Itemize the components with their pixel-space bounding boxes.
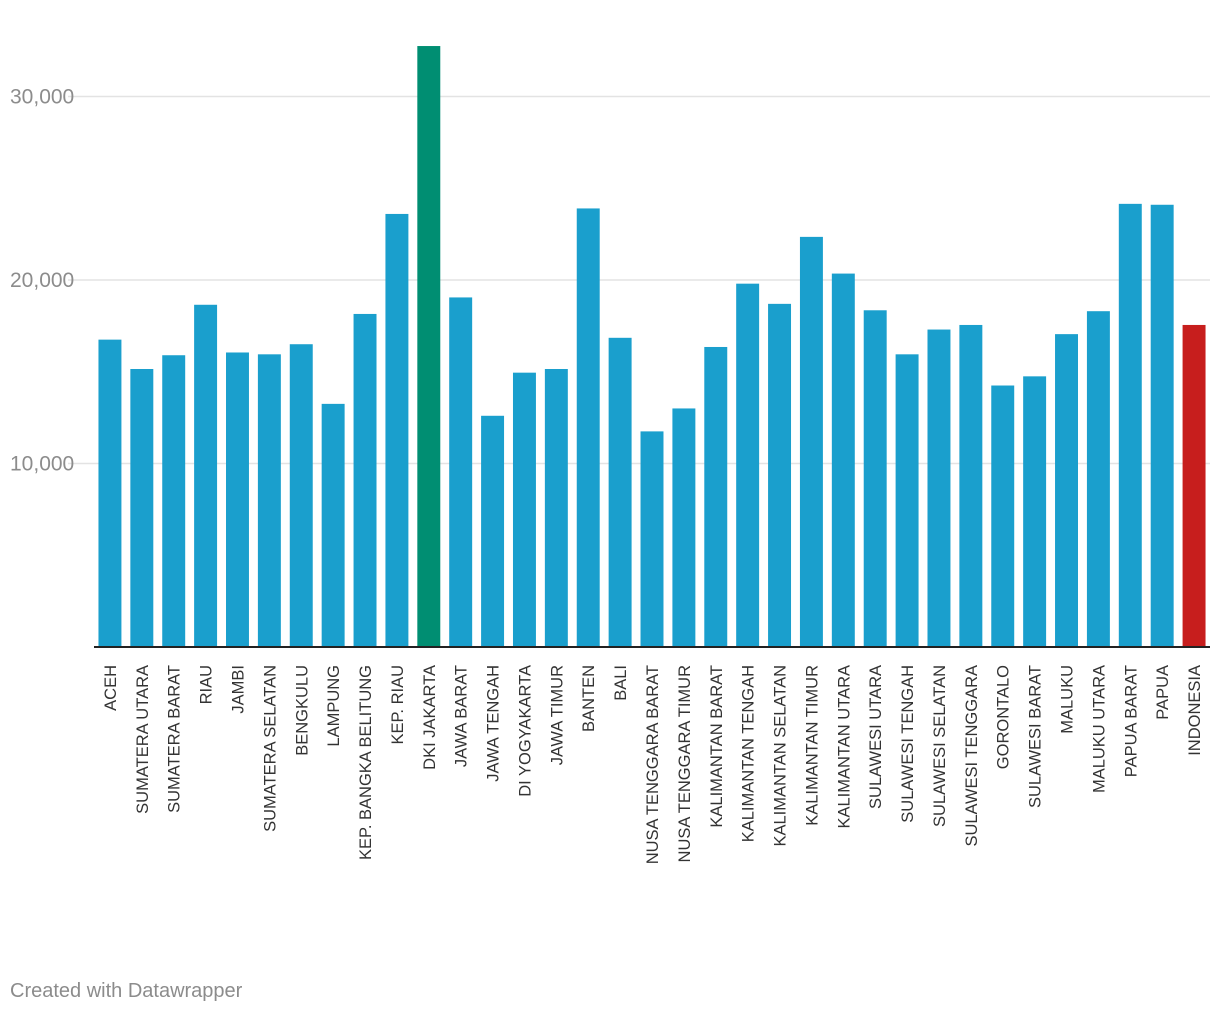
bar [1150, 204, 1174, 647]
bar [321, 403, 345, 647]
x-tick-label: SULAWESI TENGAH [899, 665, 917, 823]
x-tick-label: PAPUA BARAT [1122, 665, 1140, 777]
bar [1055, 334, 1078, 647]
bar [895, 354, 919, 647]
bar [576, 208, 600, 647]
x-tick-label: SUMATERA UTARA [134, 665, 152, 814]
bar [831, 273, 855, 647]
bar [353, 313, 377, 647]
bar [257, 354, 281, 647]
bar [704, 346, 728, 647]
x-tick-label: SUMATERA BARAT [166, 665, 184, 813]
x-tick-label: JAWA TIMUR [548, 665, 566, 765]
x-tick-label: LAMPUNG [325, 665, 343, 747]
x-tick-label: BALI [612, 665, 630, 701]
x-tick-label: NUSA TENGGARA TIMUR [676, 665, 694, 863]
bar [640, 431, 664, 647]
datawrapper-credit: Created with Datawrapper [10, 980, 243, 1002]
x-tick-label: INDONESIA [1186, 665, 1204, 756]
bar [512, 372, 536, 647]
bar [1182, 324, 1206, 647]
x-tick-label: JAWA TENGAH [485, 665, 503, 782]
bar [991, 385, 1015, 647]
x-tick-label: SULAWESI BARAT [1027, 665, 1045, 808]
bar [672, 408, 696, 647]
bar [385, 213, 409, 647]
x-tick-label: KALIMANTAN TIMUR [803, 665, 821, 826]
bar [736, 283, 760, 647]
y-tick-label: 10,000 [10, 453, 74, 476]
x-tick-label: PAPUA [1154, 665, 1172, 720]
bar [289, 344, 313, 647]
x-tick-label: DKI JAKARTA [421, 665, 439, 770]
x-tick-label: KALIMANTAN BARAT [708, 665, 726, 828]
x-tick-label: JAWA BARAT [453, 665, 471, 767]
x-tick-label: KALIMANTAN TENGAH [740, 665, 758, 842]
bar [1086, 311, 1110, 647]
x-tick-label: SULAWESI UTARA [867, 665, 885, 809]
x-tick-label: RIAU [198, 665, 216, 704]
y-axis-tick-labels: 10,000 20,000 30,000 [10, 86, 74, 476]
y-tick-label: 30,000 [10, 86, 74, 109]
x-tick-label: NUSA TENGGARA BARAT [644, 665, 662, 864]
x-tick-label: SULAWESI TENGGARA [963, 665, 981, 847]
x-tick-label: SULAWESI SELATAN [931, 665, 949, 827]
bar [927, 329, 951, 647]
bars [98, 46, 1206, 648]
bar [417, 46, 441, 648]
x-tick-label: KEP. RIAU [389, 665, 407, 744]
x-tick-label: ACEH [102, 665, 120, 711]
bar [768, 303, 792, 647]
bar [162, 355, 186, 647]
x-tick-label: KALIMANTAN SELATAN [772, 665, 790, 847]
x-tick-label: MALUKU UTARA [1090, 665, 1108, 793]
x-tick-label: GORONTALO [995, 665, 1013, 769]
bar-chart: 10,000 20,000 30,000 ACEH SUMATERA UTARA SUM… [10, 46, 1210, 864]
bar [449, 297, 473, 647]
x-tick-label: DI YOGYAKARTA [516, 665, 534, 797]
bar [1023, 376, 1047, 647]
x-tick-label: JAMBI [229, 665, 247, 714]
x-tick-label: KALIMANTAN UTARA [835, 665, 853, 829]
bar [799, 236, 823, 647]
x-tick-label: MALUKU [1059, 665, 1077, 734]
bar [98, 339, 122, 647]
x-tick-label: BANTEN [580, 665, 598, 732]
x-tick-label: SUMATERA SELATAN [261, 665, 279, 832]
bar [608, 337, 632, 647]
y-tick-label: 20,000 [10, 269, 74, 292]
x-tick-label: BENGKULU [293, 665, 311, 756]
bar [194, 304, 218, 647]
x-tick-label: KEP. BANGKA BELITUNG [357, 665, 375, 860]
bar [959, 324, 983, 647]
bar [863, 310, 887, 647]
bar [130, 368, 154, 647]
x-axis-tick-labels: ACEH SUMATERA UTARA SUMATERA BARAT RIAU JAMB… [102, 665, 1204, 864]
bar [226, 352, 249, 647]
bar [1118, 203, 1142, 647]
bar [544, 368, 568, 647]
bar [481, 415, 505, 647]
